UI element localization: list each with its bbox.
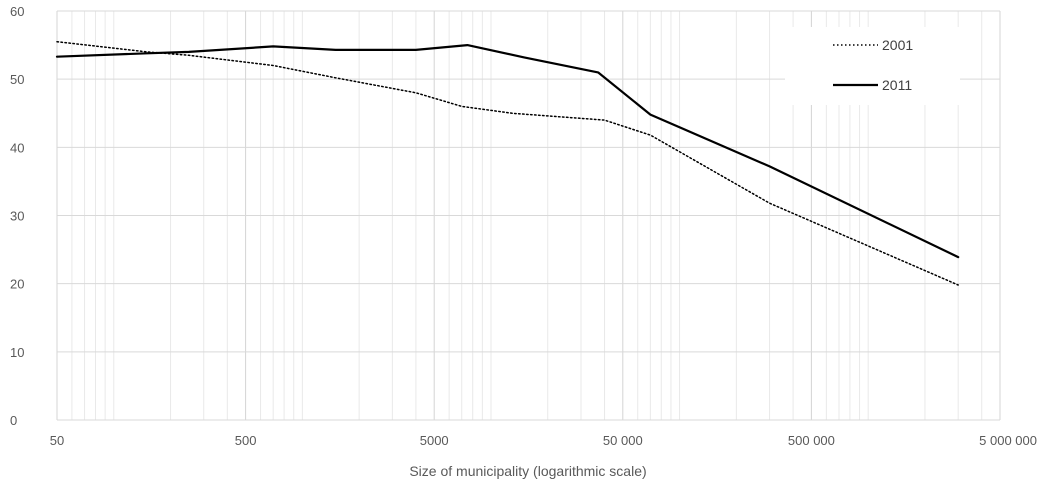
x-tick-label: 5000 [420,433,449,448]
y-tick-label: 40 [10,140,24,155]
legend: 2001 2011 [785,27,960,105]
y-tick-label: 60 [10,4,24,19]
legend-background [785,27,960,105]
legend-label-2011: 2011 [882,77,912,93]
series-line-2001 [56,40,959,286]
series-lines [55,40,960,286]
y-tick-label: 20 [10,277,24,292]
x-tick-label: 50 [50,433,64,448]
y-tick-label: 50 [10,72,24,87]
x-axis-tick-labels: 50 500 5000 50 000 500 000 5 000 000 [50,433,1037,448]
x-tick-label: 5 000 000 [979,433,1037,448]
x-tick-label: 50 000 [603,433,643,448]
major-gridlines [56,10,1001,421]
y-tick-label: 30 [10,209,24,224]
y-tick-label: 0 [10,413,17,428]
legend-label-2001: 2001 [882,37,913,53]
x-tick-label: 500 000 [788,433,835,448]
y-axis-tick-labels: 0 10 20 30 40 50 60 [10,4,24,428]
y-tick-label: 10 [10,345,24,360]
x-tick-label: 500 [235,433,257,448]
x-axis-title: Size of municipality (logarithmic scale) [409,463,646,479]
series-line-2011 [55,43,960,259]
